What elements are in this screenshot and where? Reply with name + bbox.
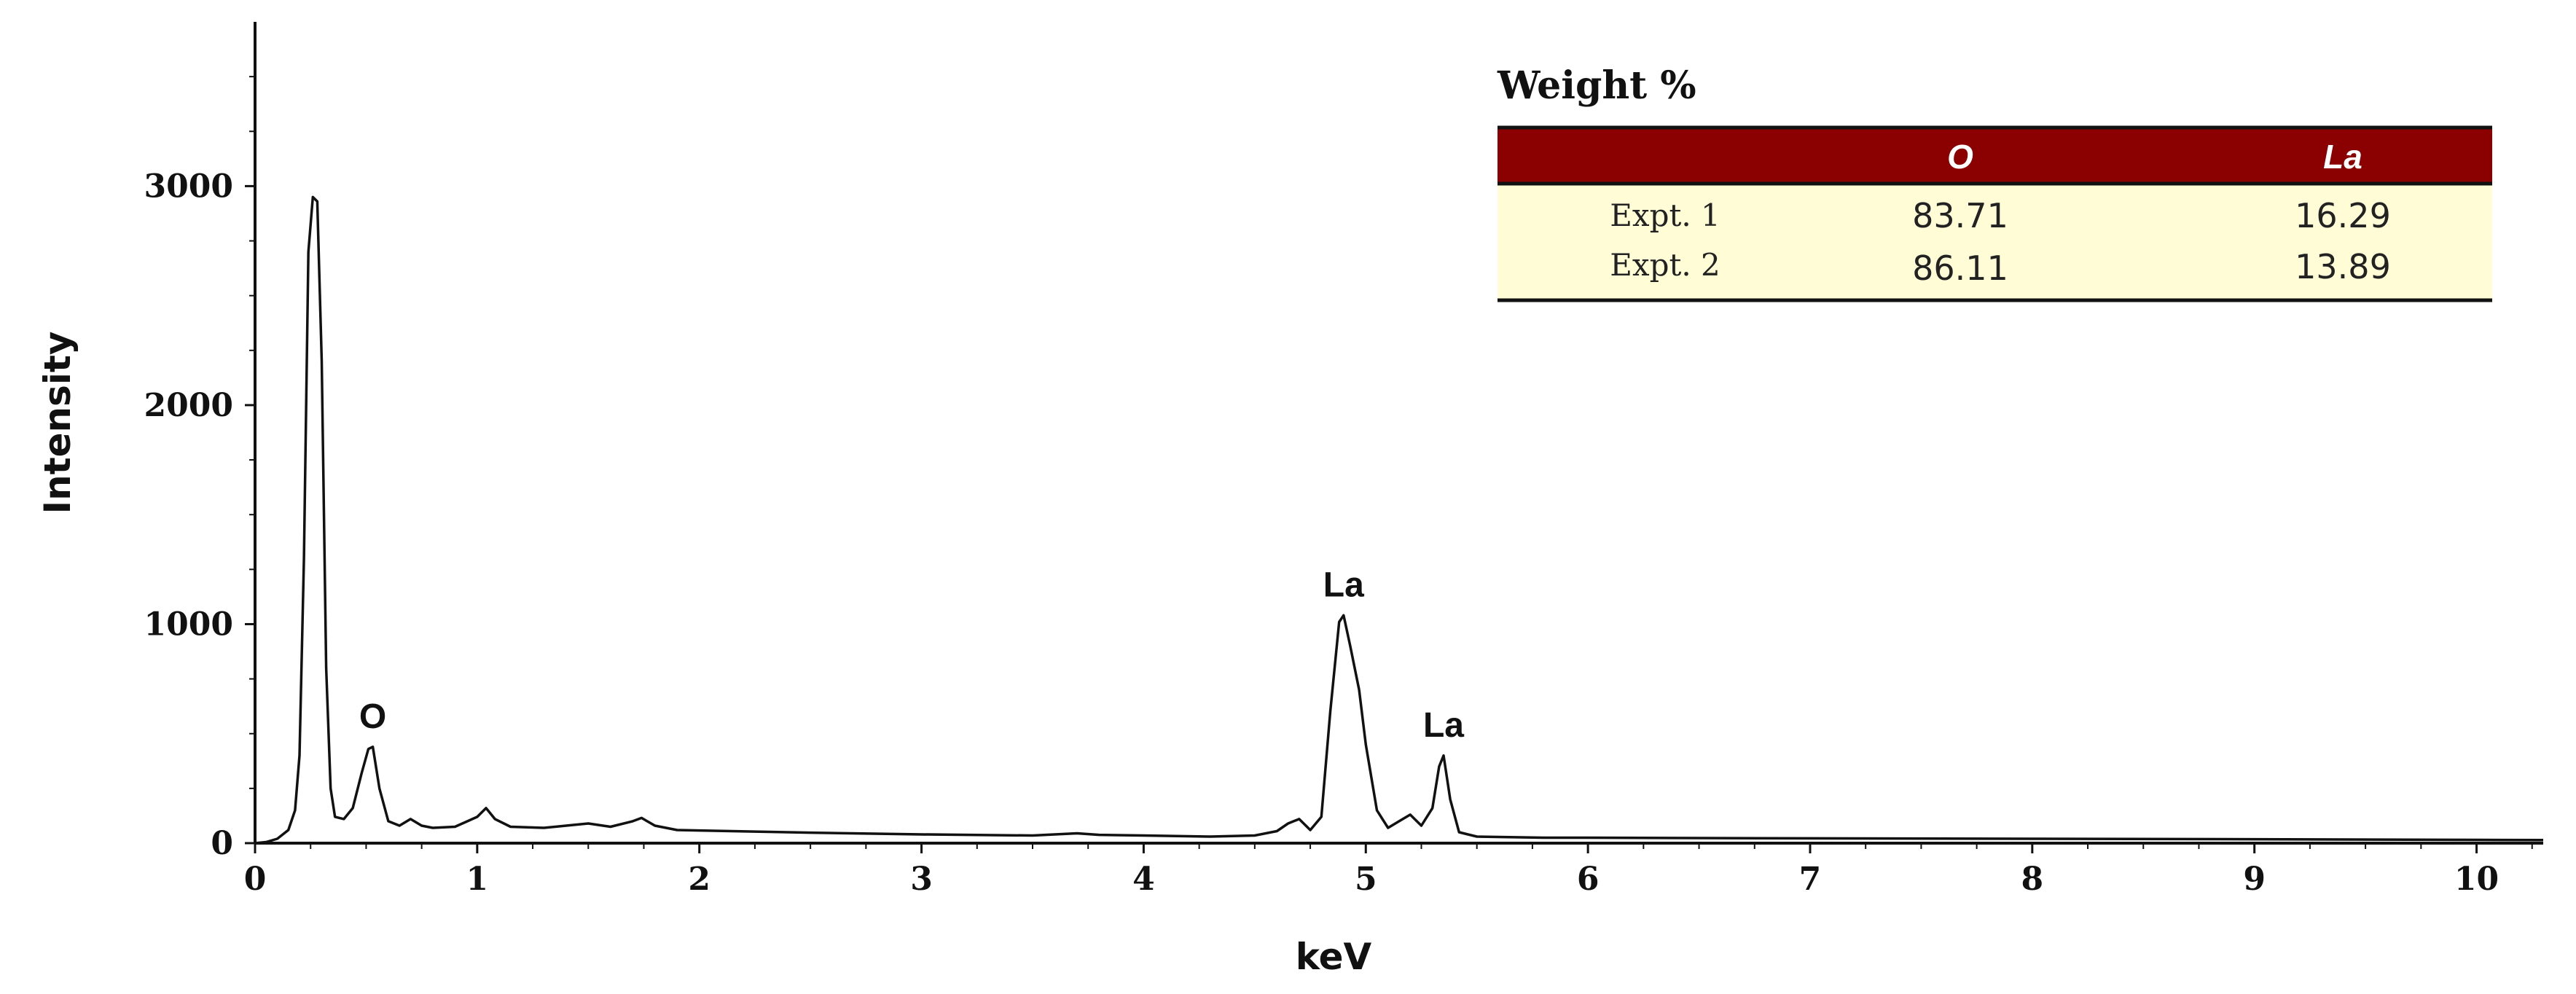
- x-axis-title: keV: [1296, 936, 1372, 978]
- table-cell: 13.89: [2295, 247, 2391, 286]
- y-tick-label: 3000: [144, 168, 233, 205]
- table-header-background: [1498, 128, 2492, 184]
- table-header-o: O: [1947, 138, 1973, 176]
- table-cell: 86.11: [1912, 248, 2008, 288]
- table-cell: 16.29: [2295, 196, 2391, 235]
- x-tick-label: 1: [466, 861, 489, 898]
- y-tick-label: 0: [211, 825, 233, 862]
- peak-label: La: [1423, 706, 1464, 745]
- x-tick-label: 7: [1799, 861, 1822, 898]
- y-axis-title: Intensity: [36, 331, 79, 514]
- axes: [254, 22, 2543, 845]
- y-tick-label: 1000: [144, 606, 233, 643]
- x-tick-label: 3: [910, 861, 933, 898]
- x-tick-label: 9: [2243, 861, 2266, 898]
- peak-annotations: O La La: [359, 566, 1464, 744]
- table-header-la: La: [2323, 138, 2362, 176]
- x-tick-label: 6: [1577, 861, 1600, 898]
- x-tick-label: 0: [244, 861, 267, 898]
- table-cell: 83.71: [1912, 196, 2008, 235]
- x-tick-label: 4: [1132, 861, 1155, 898]
- spectrum-line: [254, 195, 2544, 845]
- x-tick-label: 10: [2454, 861, 2499, 898]
- axis-ticks: 0 1 2 3 4 5 6 7 8 9 10 0 1000 2000 3000: [144, 76, 2533, 898]
- table-title: Weight %: [1497, 63, 1696, 108]
- x-tick-label: 2: [688, 861, 710, 898]
- y-tick-label: 2000: [144, 387, 233, 424]
- x-tick-label: 5: [1355, 861, 1377, 898]
- table-row-label: Expt. 1: [1610, 197, 1720, 233]
- peak-label: La: [1323, 566, 1364, 604]
- weight-percent-table: Weight % O La Expt. 1 83.71 16.29 Expt. …: [1497, 63, 2492, 302]
- table-body-background: [1498, 184, 2492, 300]
- x-tick-label: 8: [2021, 861, 2044, 898]
- peak-label: O: [359, 697, 386, 736]
- table-row-label: Expt. 2: [1610, 247, 1720, 283]
